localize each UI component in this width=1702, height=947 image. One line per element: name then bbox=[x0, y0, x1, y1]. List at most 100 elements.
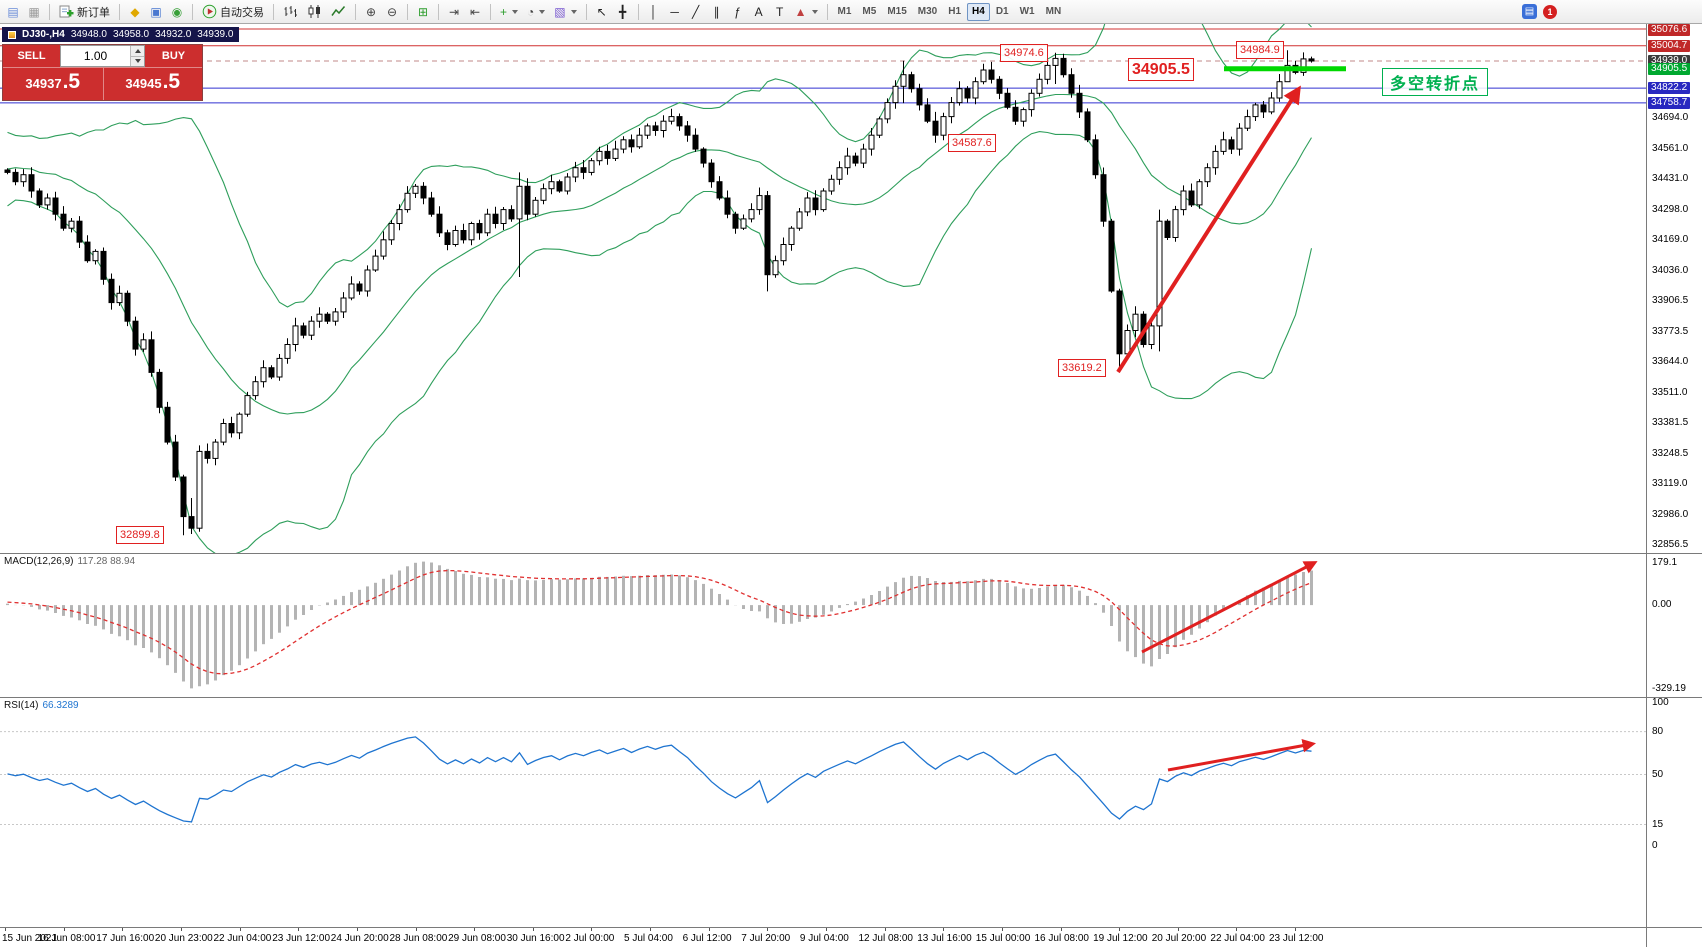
notification-badge[interactable]: 1 bbox=[1543, 4, 1557, 19]
cursor-icon[interactable]: ↖ bbox=[592, 2, 612, 22]
metaeditor-icon[interactable]: ◆ bbox=[125, 2, 145, 22]
candle bbox=[28, 174, 35, 192]
community-icon[interactable]: ▤ bbox=[1518, 2, 1541, 22]
chart-shift-icon[interactable]: ⇤ bbox=[465, 2, 485, 22]
text-icon[interactable]: A bbox=[749, 2, 769, 22]
candle bbox=[124, 292, 131, 322]
candle bbox=[1276, 81, 1283, 99]
autotrading-button[interactable]: 自动交易 bbox=[198, 2, 268, 22]
candle bbox=[988, 69, 995, 80]
timeframe-m5-button[interactable]: M5 bbox=[862, 6, 877, 17]
time-axis-label: 13 Jul 16:00 bbox=[917, 933, 972, 944]
price-annotation[interactable]: 34984.9 bbox=[1236, 41, 1284, 60]
timeframe-m15-button[interactable]: M15 bbox=[887, 6, 907, 17]
candle bbox=[252, 381, 259, 397]
crosshair-icon[interactable]: ╋ bbox=[613, 2, 633, 22]
buy-price-button[interactable]: 34945.5 bbox=[102, 68, 203, 100]
candle bbox=[324, 313, 331, 322]
buy-button[interactable]: BUY bbox=[145, 45, 202, 67]
candle bbox=[260, 367, 267, 383]
panel-separator[interactable] bbox=[0, 553, 1702, 554]
scripts-icon[interactable]: ◉ bbox=[167, 2, 187, 22]
horizontal-line-icon[interactable]: ─ bbox=[665, 2, 685, 22]
metaeditor-icon-glyph: ◆ bbox=[130, 4, 140, 19]
price-chart-canvas[interactable] bbox=[0, 24, 1646, 553]
rsi-panel[interactable]: RSI(14) 66.3289 bbox=[0, 697, 1646, 927]
lot-decrease-button[interactable] bbox=[131, 56, 144, 66]
candle bbox=[404, 192, 411, 211]
arrows-icon[interactable]: ▲ bbox=[791, 2, 822, 22]
rsi-canvas[interactable] bbox=[0, 697, 1646, 927]
candle bbox=[996, 78, 1003, 94]
timeframe-h4-button[interactable]: H4 bbox=[967, 2, 990, 21]
lot-increase-button[interactable] bbox=[131, 46, 144, 57]
chart-window-icon bbox=[8, 30, 16, 39]
price-annotation[interactable]: 34587.6 bbox=[948, 133, 996, 152]
timeframe-d1-button[interactable]: D1 bbox=[995, 6, 1009, 17]
channel-icon[interactable]: ∥ bbox=[707, 2, 727, 22]
zoom-out-icon[interactable]: ⊖ bbox=[382, 2, 402, 22]
trend-arrow[interactable] bbox=[1167, 739, 1316, 772]
price-annotation[interactable]: 34905.5 bbox=[1128, 57, 1194, 81]
charts-grid-icon[interactable]: ▤ bbox=[3, 2, 23, 22]
profile-window-icon[interactable]: ▦ bbox=[24, 2, 44, 22]
candle bbox=[668, 116, 675, 122]
fibonacci-icon[interactable]: ƒ bbox=[728, 2, 748, 22]
tile-windows-icon[interactable]: ⊞ bbox=[413, 2, 433, 22]
timeframe-h1-button[interactable]: H1 bbox=[948, 6, 962, 17]
vertical-line-icon[interactable]: │ bbox=[644, 2, 664, 22]
bar-chart-type-icon[interactable] bbox=[279, 2, 302, 22]
periods-icon[interactable]: ◔ bbox=[523, 2, 549, 22]
sell-price-button[interactable]: 34937.5 bbox=[3, 68, 103, 100]
toolbar-separator bbox=[585, 3, 587, 20]
price-axis-label: 34694.0 bbox=[1652, 112, 1689, 123]
panel-separator[interactable] bbox=[0, 697, 1702, 698]
label-icon[interactable]: T bbox=[770, 2, 790, 22]
time-axis[interactable]: 15 Jun 2021 16 Jun 08:00 17 Jun 16:00 20 Ju… bbox=[0, 927, 1646, 947]
toolbar-separator bbox=[355, 3, 356, 20]
candle bbox=[652, 125, 659, 132]
time-axis-tick bbox=[1001, 927, 1003, 931]
trend-arrow[interactable] bbox=[1116, 85, 1301, 374]
macd-name: MACD(12,26,9) bbox=[4, 556, 74, 567]
timeframe-m1-button[interactable]: M1 bbox=[837, 6, 852, 17]
lot-size-input[interactable] bbox=[61, 46, 130, 66]
timeframe-w1-button[interactable]: W1 bbox=[1019, 6, 1035, 17]
candle bbox=[772, 260, 779, 276]
main-chart[interactable]: 34974.6 34984.9 34905.5 34587.6 33619.2 32899… bbox=[0, 24, 1646, 553]
timeframe-mn-button[interactable]: MN bbox=[1045, 6, 1062, 17]
price-annotation[interactable]: 32899.8 bbox=[116, 526, 164, 545]
candle bbox=[180, 476, 187, 518]
price-axis-label: 34298.0 bbox=[1652, 204, 1689, 215]
zoom-in-icon[interactable]: ⊕ bbox=[361, 2, 381, 22]
trendline-icon[interactable]: ╱ bbox=[686, 2, 706, 22]
macd-panel[interactable]: MACD(12,26,9) 117.28 88.94 bbox=[0, 553, 1646, 697]
sell-button[interactable]: SELL bbox=[3, 45, 60, 67]
candle bbox=[892, 85, 899, 104]
market-watch-icon[interactable]: ▣ bbox=[146, 2, 166, 22]
rsi-line bbox=[7, 736, 1312, 823]
candle bbox=[1284, 64, 1291, 83]
price-annotation[interactable]: 33619.2 bbox=[1058, 358, 1106, 377]
price-annotation[interactable]: 34974.6 bbox=[1000, 43, 1048, 62]
time-axis-label: 12 Jul 08:00 bbox=[858, 933, 914, 944]
turning-point-label[interactable]: 多空转折点 bbox=[1382, 68, 1489, 96]
templates-icon[interactable]: ▧ bbox=[550, 2, 580, 22]
price-axis-tag: 34758.7 bbox=[1648, 96, 1691, 109]
trend-arrow[interactable] bbox=[1141, 561, 1318, 654]
templates-icon-glyph: ▧ bbox=[554, 4, 566, 19]
candle bbox=[788, 227, 795, 245]
candlestick-type-icon[interactable] bbox=[303, 2, 326, 22]
auto-scroll-icon[interactable]: ⇥ bbox=[444, 2, 464, 22]
macd-signal-line bbox=[7, 569, 1312, 675]
line-chart-type-icon[interactable] bbox=[327, 2, 350, 22]
macd-canvas[interactable] bbox=[0, 553, 1646, 697]
indicators-icon[interactable]: + bbox=[496, 2, 522, 22]
timeframe-m30-button[interactable]: M30 bbox=[917, 6, 938, 17]
bollinger-lower-band bbox=[7, 131, 1313, 553]
candle bbox=[860, 148, 867, 164]
candle bbox=[236, 413, 243, 434]
new-order-button[interactable]: 新订单 bbox=[55, 2, 114, 22]
price-axis[interactable]: 34694.0 34561.0 34431.0 34298.0 34169.0 34036… bbox=[1646, 24, 1702, 947]
